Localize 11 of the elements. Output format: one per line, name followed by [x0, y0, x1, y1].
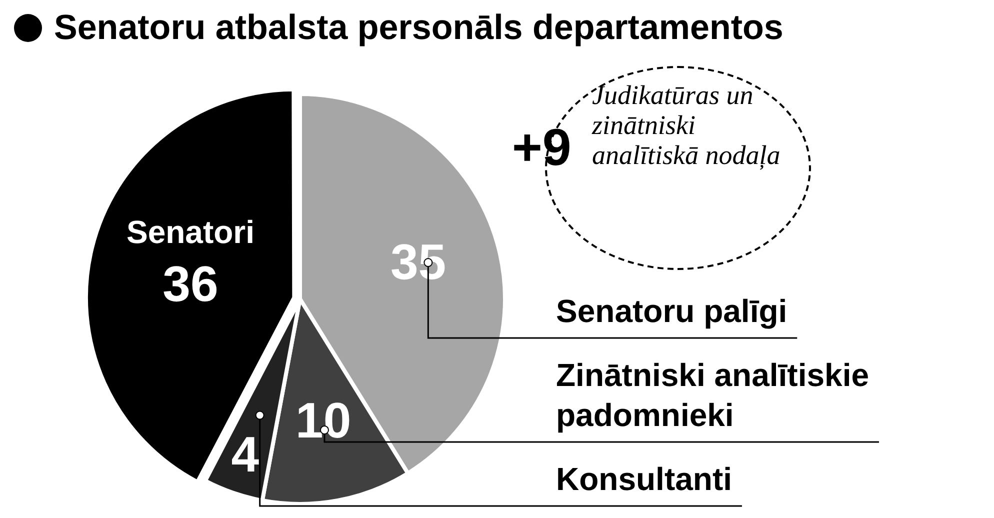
text: +9 [512, 118, 572, 178]
data-label: 36 [162, 256, 218, 312]
slice-label: Konsultanti [556, 461, 732, 497]
chart-title: Senatoru atbalsta personāls departamentos [54, 8, 784, 48]
data-label: 35 [390, 234, 446, 290]
data-label: 10 [296, 392, 352, 449]
slice-label: Senatori [126, 214, 255, 250]
text: Judikatūras un zinātniski analītiskā nodaļa [592, 80, 782, 170]
data-label: 4 [231, 426, 260, 483]
slice-label: Zinātniski analītiskie padomnieki [556, 357, 869, 433]
slice-label: Senatoru palīgi [556, 293, 788, 329]
